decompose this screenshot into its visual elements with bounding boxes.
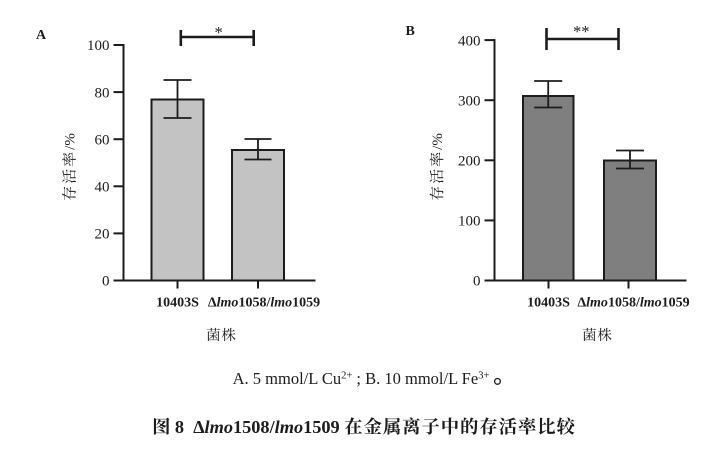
svg-text:A: A: [36, 28, 47, 43]
svg-text:10403S: 10403S: [156, 296, 199, 311]
svg-text:0: 0: [473, 274, 481, 290]
svg-text:10403S: 10403S: [527, 296, 570, 311]
svg-text:Δlmo1058/lmo1059: Δlmo1058/lmo1059: [208, 296, 320, 311]
svg-text:40: 40: [95, 180, 110, 196]
svg-text:400: 400: [458, 33, 481, 49]
svg-text:Δlmo1058/lmo1059: Δlmo1058/lmo1059: [577, 296, 689, 311]
svg-text:100: 100: [87, 38, 110, 54]
svg-text:B: B: [406, 24, 415, 39]
svg-text:300: 300: [458, 93, 481, 109]
svg-text:80: 80: [95, 85, 110, 101]
svg-text:0: 0: [102, 274, 110, 290]
svg-text:*: *: [214, 23, 222, 42]
svg-text:20: 20: [95, 227, 110, 243]
svg-text:200: 200: [458, 154, 481, 170]
svg-text:100: 100: [458, 214, 481, 230]
svg-text:**: **: [573, 22, 590, 41]
svg-text:A. 5 mmol/L Cu2+ ; B. 10 mmol/: A. 5 mmol/L Cu2+ ; B. 10 mmol/L Fe3+: [233, 369, 490, 388]
svg-text:8: 8: [175, 417, 184, 437]
svg-text:Δlmo1508/lmo1509: Δlmo1508/lmo1509: [193, 417, 340, 437]
svg-text:/%: /%: [430, 133, 446, 150]
svg-text:/%: /%: [63, 133, 79, 150]
svg-text:60: 60: [95, 132, 110, 148]
